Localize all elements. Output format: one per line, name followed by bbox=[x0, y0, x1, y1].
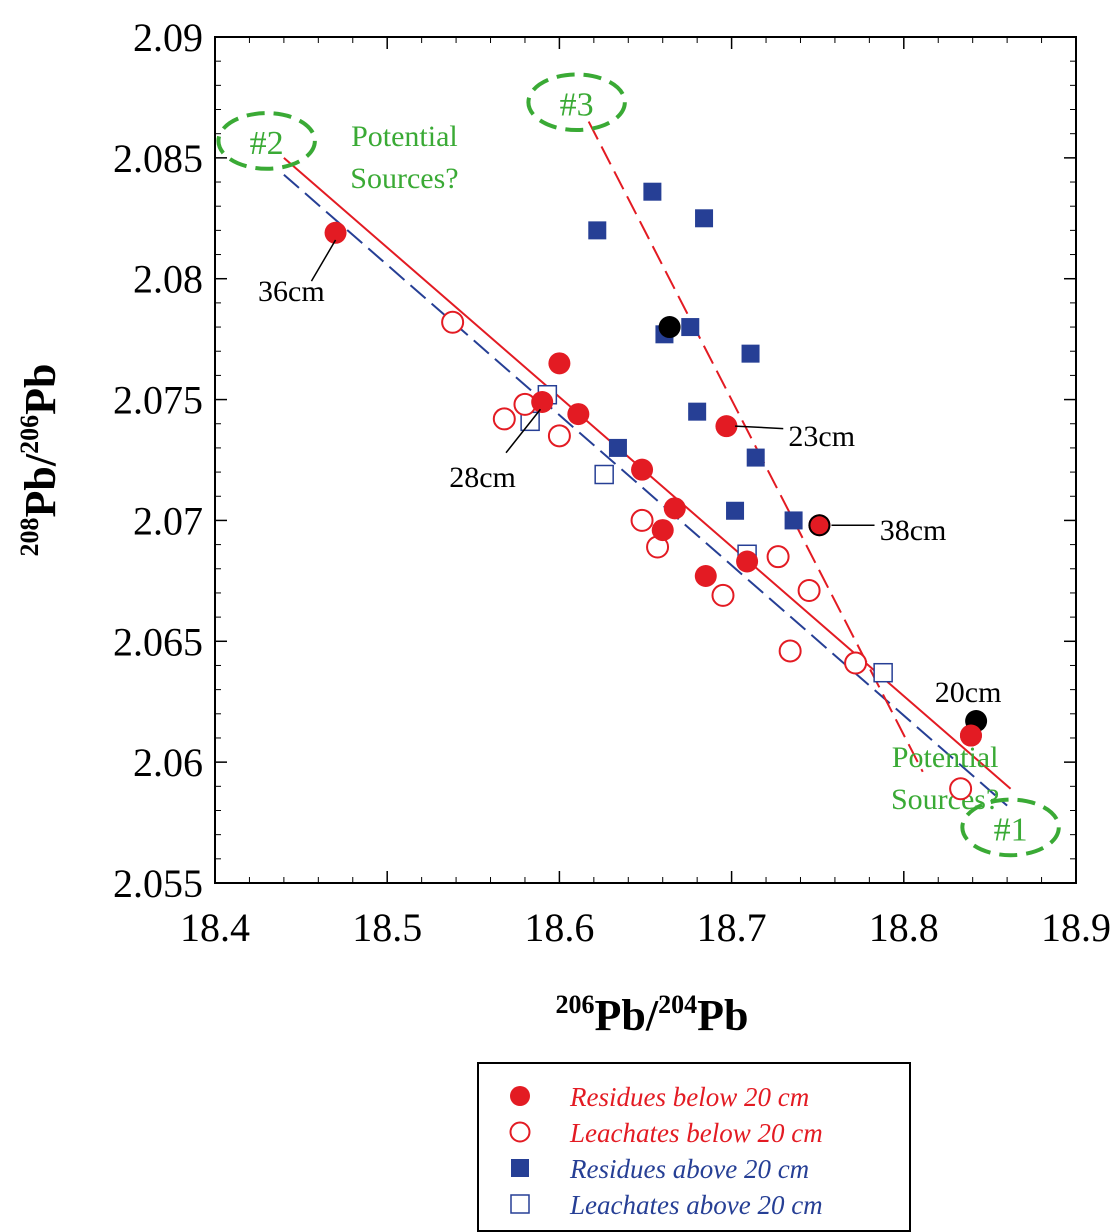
axes: 18.4 18.5 18.6 18.7 18.8 18.9 2.055 2.06 2.065 2.… bbox=[113, 15, 1111, 950]
source-ellipse bbox=[216, 111, 317, 171]
data-point bbox=[608, 438, 627, 457]
data-point bbox=[681, 318, 700, 337]
point-annotation: 23cm bbox=[788, 420, 855, 453]
y-tick-label: 2.075 bbox=[113, 378, 203, 423]
source-label: #2 bbox=[250, 125, 284, 162]
data-point bbox=[567, 403, 590, 426]
x-tick-label: 18.9 bbox=[1041, 905, 1111, 950]
x-tick-label: 18.5 bbox=[352, 905, 422, 950]
legend: Residues below 20 cm Leachates below 20 c… bbox=[477, 1062, 911, 1232]
x-tick-label: 18.4 bbox=[180, 905, 250, 950]
x-axis-title-main: Pb/ bbox=[595, 991, 659, 1040]
data-point bbox=[726, 501, 745, 520]
potential-sources: #1 #2 #3 Potential Sources? Potential Sources? bbox=[216, 72, 1061, 858]
y-tick-label: 2.065 bbox=[113, 619, 203, 664]
x-axis-title: 206Pb/204Pb bbox=[556, 990, 749, 1040]
y-tick-label: 2.08 bbox=[133, 257, 203, 302]
data-point bbox=[630, 508, 654, 532]
potential-sources-line: Potential bbox=[351, 120, 458, 153]
dashed-trend-line bbox=[587, 121, 924, 773]
source-label: #3 bbox=[560, 86, 594, 123]
y-tick-label: 2.055 bbox=[113, 861, 203, 906]
data-point bbox=[594, 464, 614, 485]
data-point bbox=[844, 651, 868, 675]
data-point bbox=[694, 565, 717, 588]
legend-label: Leachates below 20 cm bbox=[569, 1118, 823, 1148]
y-axis-title-sup1: 208 bbox=[15, 517, 44, 556]
data-point bbox=[631, 458, 654, 481]
x-axis-title-tail: Pb bbox=[697, 991, 748, 1040]
data-point bbox=[711, 583, 735, 607]
y-axis-title: 208Pb/206Pb bbox=[15, 364, 65, 557]
data-point bbox=[715, 415, 738, 438]
data-point bbox=[695, 209, 714, 228]
data-point bbox=[741, 344, 760, 363]
x-tick-label: 18.8 bbox=[869, 905, 939, 950]
potential-sources-line: Sources? bbox=[891, 783, 999, 816]
annotation-leader bbox=[310, 239, 337, 282]
legend-label: Residues below 20 cm bbox=[569, 1082, 809, 1112]
y-tick-label: 2.09 bbox=[133, 15, 203, 60]
annotation-leader bbox=[505, 408, 542, 454]
data-point-overlay bbox=[959, 724, 982, 747]
data-point bbox=[324, 221, 347, 244]
data-point bbox=[873, 662, 893, 683]
legend-entries: Residues below 20 cm Leachates below 20 c… bbox=[509, 1082, 823, 1220]
data-point bbox=[663, 497, 686, 520]
legend-box bbox=[477, 1062, 911, 1232]
y-tick-label: 2.085 bbox=[113, 136, 203, 181]
dashed-trend-line bbox=[283, 174, 1008, 807]
data-point bbox=[492, 407, 516, 431]
legend-marker bbox=[511, 1159, 529, 1177]
data-point bbox=[643, 182, 662, 201]
source-ellipse bbox=[526, 72, 627, 133]
y-axis-title-tail: Pb bbox=[16, 364, 65, 415]
potential-sources-text: Potential Sources? bbox=[350, 120, 458, 195]
y-axis-title-sup2: 206 bbox=[15, 415, 44, 454]
data-point bbox=[688, 402, 707, 421]
x-axis-title-sup1: 206 bbox=[556, 990, 595, 1019]
point-annotation: 36cm bbox=[258, 275, 325, 308]
data-point bbox=[547, 424, 571, 448]
legend-marker bbox=[510, 1086, 530, 1106]
potential-sources-text: Potential Sources? bbox=[891, 741, 999, 816]
x-tick-label: 18.7 bbox=[697, 905, 767, 950]
data-point bbox=[746, 448, 765, 467]
source-ellipse bbox=[960, 797, 1061, 858]
data-point bbox=[784, 511, 803, 530]
source-label: #1 bbox=[994, 811, 1028, 848]
y-tick-label: 2.06 bbox=[133, 740, 203, 785]
x-tick-label: 18.6 bbox=[524, 905, 594, 950]
highlight-point bbox=[658, 316, 681, 339]
data-point bbox=[531, 390, 554, 413]
point-annotation: 38cm bbox=[880, 514, 947, 547]
y-axis-title-main: Pb/ bbox=[16, 453, 65, 517]
legend-marker bbox=[509, 1121, 531, 1143]
data-point bbox=[441, 310, 465, 334]
x-axis-title-sup2: 204 bbox=[658, 990, 697, 1019]
potential-sources-line: Potential bbox=[892, 741, 999, 774]
y-tick-label: 2.07 bbox=[133, 498, 203, 543]
data-point bbox=[778, 639, 802, 663]
annotation-leader bbox=[735, 425, 784, 430]
data-point bbox=[651, 519, 674, 542]
data-point bbox=[736, 550, 759, 573]
data-points bbox=[324, 182, 988, 801]
point-annotation: 20cm bbox=[935, 676, 1002, 709]
legend-label: Residues above 20 cm bbox=[569, 1154, 809, 1184]
data-point bbox=[949, 777, 973, 801]
point-annotations: 36cm 28cm 23cm 38cm 20cm bbox=[258, 239, 1002, 709]
point-annotation: 28cm bbox=[449, 461, 516, 494]
data-point bbox=[588, 221, 607, 240]
legend-label: Leachates above 20 cm bbox=[569, 1190, 823, 1220]
data-point-overlay bbox=[810, 516, 829, 535]
data-point bbox=[797, 579, 821, 603]
data-point bbox=[548, 352, 571, 375]
plot-frame bbox=[214, 36, 1077, 884]
data-point bbox=[766, 545, 790, 569]
potential-sources-line: Sources? bbox=[350, 162, 458, 195]
legend-marker bbox=[510, 1194, 530, 1214]
